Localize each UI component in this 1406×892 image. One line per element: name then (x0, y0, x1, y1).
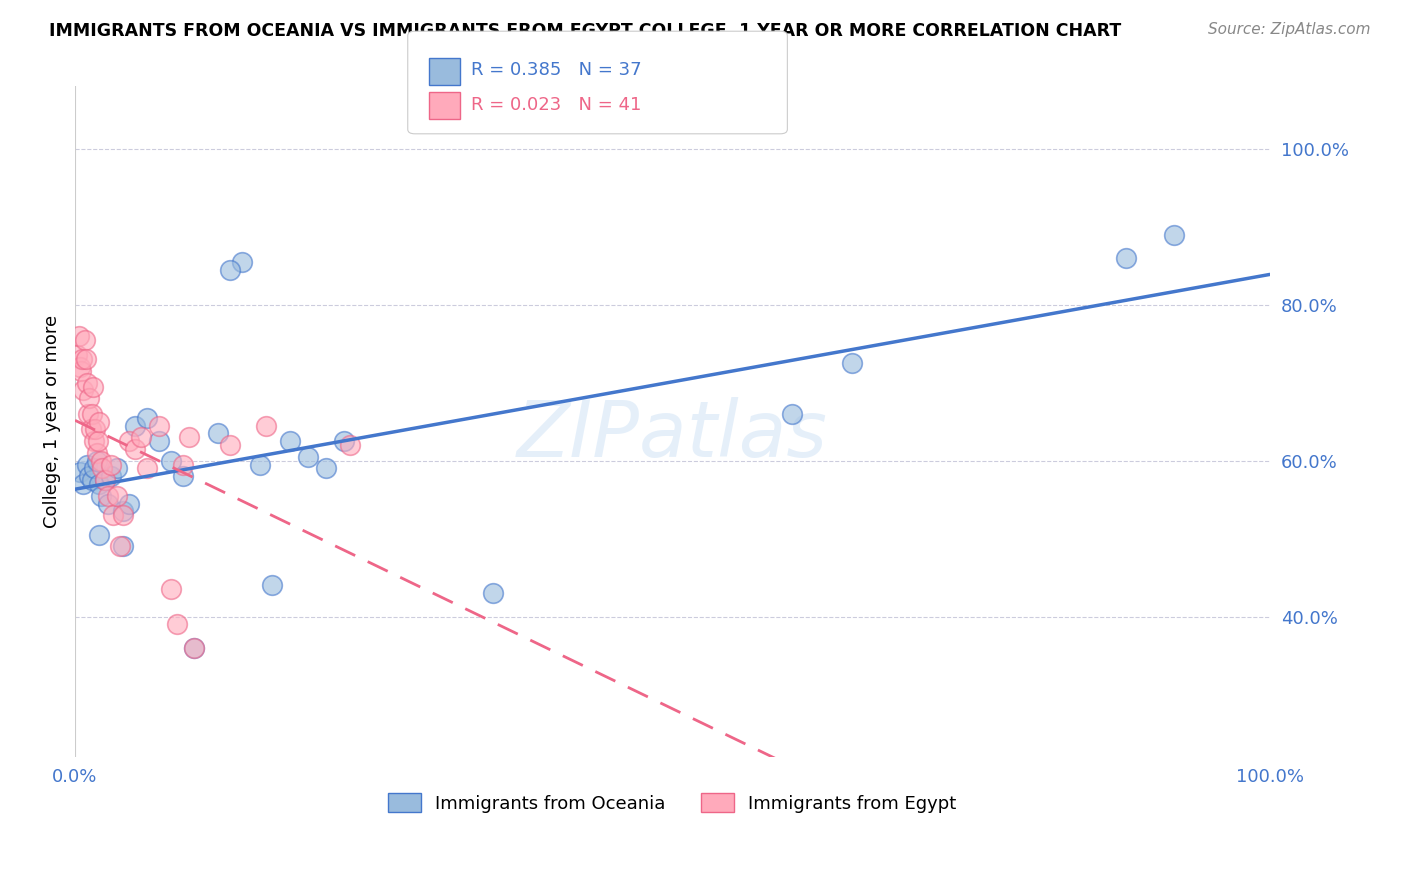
Point (66, 348, 89, 362)
Point (1115, 251, 1137, 265)
Point (278, 434, 301, 449)
Point (87, 415, 110, 429)
Point (135, 410, 157, 425)
Point (90, 489, 112, 503)
Point (73, 333, 96, 347)
Point (105, 461, 128, 475)
Point (110, 540, 132, 554)
Point (1163, 227, 1185, 242)
Point (100, 469, 122, 483)
Text: ZIPatlas: ZIPatlas (517, 397, 828, 473)
Point (111, 508, 134, 523)
Point (97, 489, 120, 503)
Point (76, 458, 98, 472)
Point (172, 469, 194, 483)
Legend: Immigrants from Oceania, Immigrants from Egypt: Immigrants from Oceania, Immigrants from… (380, 784, 966, 822)
Point (482, 586, 505, 600)
Point (780, 407, 803, 421)
Point (87, 477, 110, 491)
Point (94, 473, 117, 487)
Point (100, 458, 122, 472)
Point (77, 407, 100, 421)
Point (72, 384, 94, 398)
Point (183, 640, 205, 655)
Point (103, 508, 125, 523)
Point (118, 496, 141, 510)
Point (111, 504, 134, 518)
Point (841, 356, 863, 370)
Point (315, 461, 337, 475)
Point (159, 582, 181, 597)
Point (333, 434, 356, 449)
Point (67, 329, 90, 343)
Point (84, 422, 107, 436)
Point (177, 430, 200, 444)
Point (231, 255, 253, 269)
Text: Source: ZipAtlas.com: Source: ZipAtlas.com (1208, 22, 1371, 37)
Point (339, 438, 361, 452)
Point (86, 434, 108, 449)
Point (82, 379, 104, 393)
Point (183, 640, 205, 655)
Point (79, 469, 101, 483)
Point (69, 466, 91, 480)
Point (70, 364, 93, 378)
Point (249, 458, 271, 472)
Point (80, 473, 103, 487)
Point (148, 418, 170, 433)
Point (86, 446, 108, 460)
Text: R = 0.023   N = 41: R = 0.023 N = 41 (471, 96, 641, 114)
Point (79, 422, 101, 436)
Point (75, 352, 97, 367)
Text: IMMIGRANTS FROM OCEANIA VS IMMIGRANTS FROM EGYPT COLLEGE, 1 YEAR OR MORE CORRELA: IMMIGRANTS FROM OCEANIA VS IMMIGRANTS FR… (49, 22, 1122, 40)
Point (219, 438, 242, 452)
Point (97, 496, 120, 510)
Point (69, 360, 91, 375)
Point (105, 489, 128, 503)
Point (83, 434, 105, 449)
Text: R = 0.385   N = 37: R = 0.385 N = 37 (471, 61, 641, 78)
Point (118, 434, 141, 449)
Point (219, 262, 242, 277)
Point (172, 458, 194, 472)
Point (129, 430, 152, 444)
Point (135, 461, 157, 475)
Point (76, 376, 98, 390)
Point (91, 461, 114, 475)
Point (262, 578, 284, 592)
Point (80, 407, 103, 421)
Point (159, 453, 181, 467)
Point (86, 453, 108, 467)
Point (148, 434, 170, 449)
Point (70, 352, 93, 367)
Point (94, 473, 117, 487)
Point (90, 453, 112, 467)
Point (124, 442, 146, 456)
Point (72, 477, 94, 491)
Point (79, 391, 101, 405)
Y-axis label: College, 1 year or more: College, 1 year or more (44, 315, 60, 528)
Point (166, 617, 188, 632)
Point (124, 418, 146, 433)
Point (87, 527, 110, 541)
Point (207, 426, 229, 441)
Point (254, 418, 277, 433)
Point (83, 461, 105, 475)
Point (297, 450, 319, 464)
Point (111, 540, 134, 554)
